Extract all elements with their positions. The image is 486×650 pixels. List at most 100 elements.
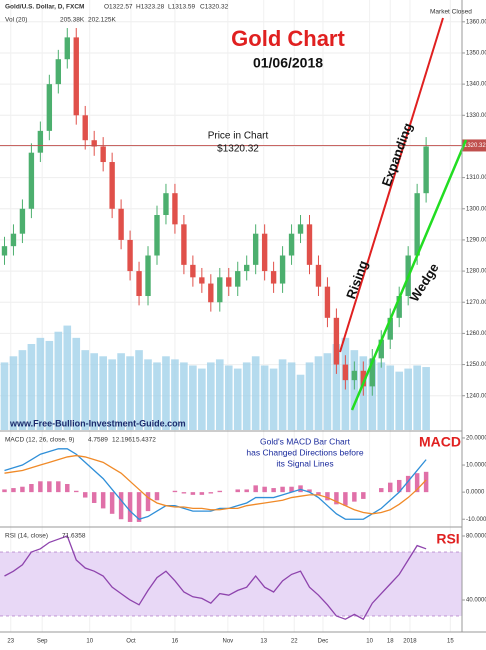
candle-body	[279, 255, 286, 284]
chart-subtitle: 01/06/2018	[253, 55, 323, 71]
y-tick-label: 0.0000	[466, 490, 485, 496]
volume-bar	[162, 356, 170, 430]
volume-bar	[63, 325, 72, 430]
y-tick-label: 1280.00	[466, 269, 486, 275]
histogram-bar	[172, 490, 178, 493]
candle-body	[100, 146, 106, 163]
volume-bar	[72, 337, 81, 430]
candle-body	[46, 84, 53, 131]
candle-body	[1, 246, 8, 256]
y-tick-label: 1270.00	[466, 300, 486, 306]
histogram-bar	[154, 492, 160, 501]
y-tick-label: 1310.00	[466, 175, 486, 181]
volume-bar	[350, 350, 359, 430]
volume-bar	[395, 371, 404, 430]
candle-body	[396, 296, 402, 318]
candle-body	[190, 264, 196, 278]
volume-bar	[18, 350, 27, 430]
series-line	[4, 535, 427, 621]
histogram-bar	[20, 486, 25, 493]
histogram-bar	[199, 492, 205, 495]
histogram-bar	[316, 492, 321, 495]
note: Gold's MACD Bar Chart	[260, 436, 351, 446]
candle-body	[208, 283, 214, 303]
histogram-bar	[217, 490, 223, 493]
x-tick-label: Oct	[126, 639, 136, 645]
volume-name: Vol (20)	[5, 17, 27, 24]
macd-reading: 5.4372	[136, 437, 156, 444]
x-tick-label: 23	[7, 639, 14, 645]
candle-body	[109, 162, 115, 209]
histogram-bar	[379, 488, 384, 493]
volume-bar	[377, 362, 386, 430]
histogram-bar	[271, 488, 276, 493]
histogram-bar	[262, 486, 267, 493]
volume-bar	[260, 365, 269, 430]
macd-reading: 4.7589	[88, 437, 108, 444]
histogram-bar	[91, 492, 97, 503]
candle-body	[261, 233, 268, 272]
y-tick-label: -10.0000	[466, 517, 486, 523]
volume-bar	[90, 353, 99, 430]
x-tick-label: 22	[291, 639, 298, 645]
y-tick-label: 1330.00	[466, 113, 486, 119]
histogram-bar	[56, 481, 61, 493]
candle-body	[28, 152, 35, 209]
pane-label: RSI	[436, 531, 459, 547]
candle-body	[154, 215, 160, 256]
volume-bar	[36, 337, 45, 430]
volume-reading: 202.125K	[88, 17, 116, 24]
pane-label: MACD	[419, 434, 461, 450]
x-tick-label: 13	[260, 639, 267, 645]
candle-body	[118, 208, 124, 240]
histogram-bar	[343, 492, 348, 506]
histogram-bar	[414, 473, 420, 493]
website: www.Free-Bullion-Investment-Guide.com	[9, 418, 186, 428]
y-tick-label: 1350.00	[466, 51, 486, 57]
volume-bar	[108, 359, 116, 430]
y-tick-label: 40.0000	[466, 598, 486, 604]
y-tick-label: 1260.00	[466, 331, 486, 337]
y-tick-label: 20.0000	[466, 436, 486, 442]
candle-body	[181, 224, 187, 265]
candle-body	[235, 271, 241, 287]
candle-body	[288, 233, 295, 256]
y-tick-label: 1300.00	[466, 206, 486, 212]
macd-name: MACD (12, 26, close, 9)	[5, 437, 74, 444]
histogram-bar	[29, 484, 34, 493]
volume-bar	[54, 331, 63, 430]
histogram-bar	[235, 489, 240, 493]
candle-body	[136, 271, 142, 297]
candle-body	[82, 115, 88, 141]
y-tick-label: 1340.00	[466, 82, 486, 88]
y-tick-label: 80.0000	[466, 534, 486, 540]
volume-bar	[413, 365, 421, 430]
x-tick-label: Nov	[223, 639, 234, 645]
histogram-bar	[289, 486, 294, 493]
candle-body	[217, 277, 223, 303]
trend-line	[339, 17, 444, 353]
x-tick-label: 18	[387, 639, 394, 645]
histogram-bar	[244, 489, 249, 493]
histogram-bar	[190, 492, 196, 495]
candle-body	[172, 193, 178, 225]
annotation: Price in Chart	[208, 131, 269, 142]
volume-bar	[422, 367, 430, 430]
ohlc: C1320.32	[200, 4, 229, 11]
histogram-bar	[2, 489, 7, 493]
volume-bar	[198, 368, 206, 430]
candle-body	[369, 358, 375, 387]
trend-line	[350, 139, 468, 411]
histogram-bar	[109, 492, 115, 514]
candle-body	[64, 37, 70, 60]
x-tick-label: 16	[172, 639, 179, 645]
x-tick-label: 2018	[403, 639, 417, 645]
candle-body	[414, 193, 420, 256]
band-fill	[0, 552, 462, 616]
histogram-bar	[352, 492, 357, 502]
candle-body	[342, 364, 349, 381]
x-tick-label: 15	[447, 639, 454, 645]
histogram-bar	[74, 490, 79, 493]
macd-reading: 12.1961	[112, 437, 136, 444]
